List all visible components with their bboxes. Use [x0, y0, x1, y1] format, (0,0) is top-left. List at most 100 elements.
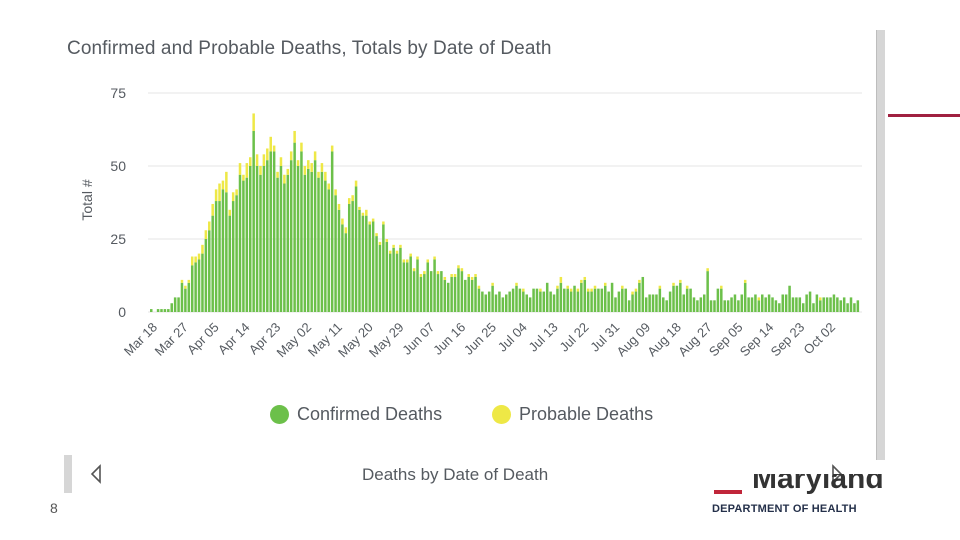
bar-probable[interactable] [187, 279, 191, 283]
bar-confirmed[interactable] [532, 288, 535, 312]
bar-confirmed[interactable] [569, 291, 573, 312]
bar-probable[interactable] [819, 297, 822, 301]
bar-confirmed[interactable] [180, 282, 184, 312]
bar-confirmed[interactable] [805, 294, 808, 312]
bar-probable[interactable] [310, 163, 313, 172]
bar-confirmed[interactable] [720, 288, 723, 312]
bar-confirmed[interactable] [651, 294, 655, 312]
bar-probable[interactable] [378, 241, 382, 245]
bar-probable[interactable] [197, 253, 201, 260]
bar-confirmed[interactable] [545, 282, 549, 312]
bar-confirmed[interactable] [716, 288, 720, 312]
bar-probable[interactable] [259, 166, 262, 175]
bar-confirmed[interactable] [150, 309, 153, 312]
bar-probable[interactable] [457, 265, 460, 269]
bar-confirmed[interactable] [836, 297, 839, 312]
bar-confirmed[interactable] [631, 294, 634, 312]
bar-confirmed[interactable] [446, 282, 450, 312]
bar-probable[interactable] [556, 285, 559, 289]
bar-probable[interactable] [443, 276, 447, 280]
bar-confirmed[interactable] [163, 309, 167, 312]
bar-probable[interactable] [679, 279, 682, 283]
bar-confirmed[interactable] [832, 294, 836, 312]
bar-confirmed[interactable] [624, 288, 627, 312]
bar-probable[interactable] [238, 163, 242, 175]
bar-probable[interactable] [204, 230, 208, 239]
bar-probable[interactable] [337, 203, 341, 210]
bar-probable[interactable] [382, 221, 385, 225]
bar-confirmed[interactable] [781, 294, 784, 312]
bar-probable[interactable] [685, 285, 689, 289]
bar-confirmed[interactable] [627, 300, 631, 312]
bar-probable[interactable] [218, 183, 221, 202]
bar-confirmed[interactable] [477, 288, 481, 312]
bar-confirmed[interactable] [190, 265, 194, 312]
bar-probable[interactable] [307, 160, 310, 169]
bar-confirmed[interactable] [371, 221, 375, 312]
bar-probable[interactable] [757, 297, 761, 301]
bar-confirmed[interactable] [846, 303, 849, 312]
bar-confirmed[interactable] [484, 294, 488, 312]
bar-confirmed[interactable] [665, 300, 668, 312]
bar-confirmed[interactable] [754, 294, 757, 312]
bar-confirmed[interactable] [668, 291, 672, 312]
bar-probable[interactable] [402, 259, 406, 263]
bar-confirmed[interactable] [586, 291, 590, 312]
bar-confirmed[interactable] [320, 171, 324, 312]
bar-confirmed[interactable] [330, 151, 334, 312]
bar-probable[interactable] [368, 221, 371, 225]
bar-confirmed[interactable] [675, 285, 679, 312]
bar-confirmed[interactable] [433, 259, 436, 312]
bar-confirmed[interactable] [365, 215, 368, 312]
bar-probable[interactable] [341, 218, 344, 225]
bar-probable[interactable] [248, 157, 252, 166]
bar-confirmed[interactable] [317, 177, 320, 312]
bar-probable[interactable] [385, 239, 389, 242]
bar-confirmed[interactable] [672, 285, 675, 312]
bar-probable[interactable] [296, 160, 300, 166]
bar-confirmed[interactable] [269, 151, 272, 312]
bar-probable[interactable] [559, 276, 563, 283]
bar-probable[interactable] [593, 285, 597, 289]
bar-confirmed[interactable] [313, 160, 317, 312]
bar-confirmed[interactable] [272, 151, 276, 312]
bar-confirmed[interactable] [402, 262, 406, 312]
bar-probable[interactable] [252, 113, 255, 131]
bar-probable[interactable] [409, 253, 412, 257]
bar-confirmed[interactable] [279, 166, 283, 312]
bar-confirmed[interactable] [457, 268, 460, 312]
bar-probable[interactable] [211, 203, 214, 216]
bar-confirmed[interactable] [204, 239, 208, 312]
bar-confirmed[interactable] [170, 303, 173, 312]
bar-confirmed[interactable] [528, 297, 532, 312]
bar-confirmed[interactable] [262, 166, 266, 312]
bar-confirmed[interactable] [692, 297, 696, 312]
bar-probable[interactable] [621, 285, 624, 289]
bar-confirmed[interactable] [597, 288, 600, 312]
bar-confirmed[interactable] [778, 303, 781, 312]
bar-confirmed[interactable] [750, 297, 754, 312]
bar-confirmed[interactable] [173, 297, 177, 312]
bar-confirmed[interactable] [238, 174, 242, 312]
bar-confirmed[interactable] [225, 192, 228, 312]
bar-confirmed[interactable] [327, 189, 331, 312]
bar-probable[interactable] [303, 166, 307, 175]
bar-confirmed[interactable] [375, 236, 378, 312]
bar-probable[interactable] [262, 154, 266, 166]
bar-confirmed[interactable] [508, 291, 511, 312]
bar-probable[interactable] [180, 279, 184, 283]
bar-confirmed[interactable] [685, 288, 689, 312]
bar-confirmed[interactable] [726, 300, 730, 312]
bar-confirmed[interactable] [440, 271, 443, 312]
bar-probable[interactable] [269, 136, 272, 152]
bar-confirmed[interactable] [337, 209, 341, 312]
bar-confirmed[interactable] [853, 303, 856, 312]
bar-probable[interactable] [522, 288, 525, 292]
bar-confirmed[interactable] [679, 282, 682, 312]
bar-probable[interactable] [245, 163, 249, 178]
bar-confirmed[interactable] [644, 297, 648, 312]
bar-confirmed[interactable] [696, 300, 699, 312]
tab-caption[interactable]: Deaths by Date of Death [362, 465, 549, 484]
bar-probable[interactable] [477, 285, 481, 289]
bar-probable[interactable] [286, 168, 290, 175]
